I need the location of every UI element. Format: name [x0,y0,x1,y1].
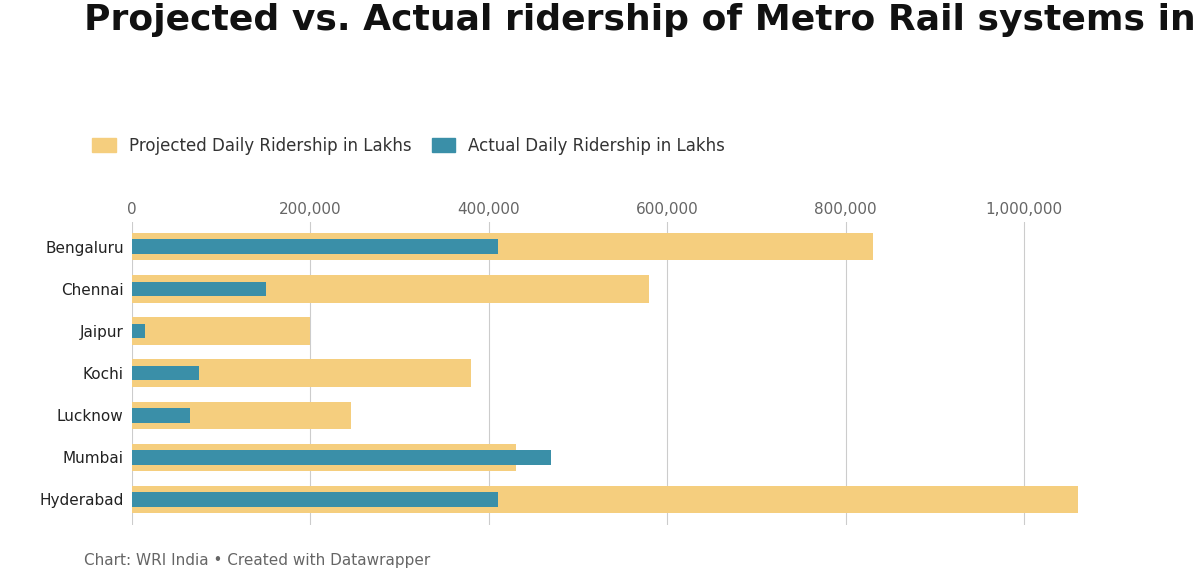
Bar [132,233,872,261]
Bar [132,408,190,423]
Legend: Projected Daily Ridership in Lakhs, Actual Daily Ridership in Lakhs: Projected Daily Ridership in Lakhs, Actu… [92,136,725,154]
Bar [132,450,551,465]
Bar [132,324,145,338]
Text: Chart: WRI India • Created with Datawrapper: Chart: WRI India • Created with Datawrap… [84,553,431,568]
Bar [132,360,472,387]
Bar [132,402,350,429]
Bar [132,486,1078,513]
Bar [132,275,649,303]
Bar [132,282,266,296]
Bar [132,366,199,381]
Bar [132,492,498,507]
Text: Projected vs. Actual ridership of Metro Rail systems in India: Projected vs. Actual ridership of Metro … [84,3,1200,37]
Bar [132,444,516,471]
Bar [132,240,498,254]
Bar [132,317,311,345]
